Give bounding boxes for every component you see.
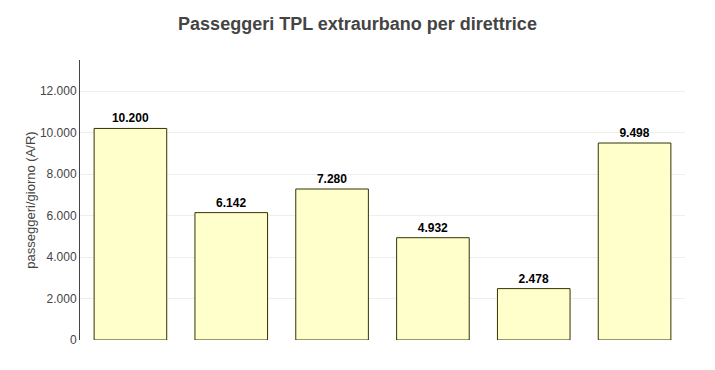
svg-text:9.498: 9.498 <box>619 126 649 140</box>
svg-text:10.000: 10.000 <box>40 126 77 140</box>
svg-text:0: 0 <box>70 333 77 347</box>
svg-text:4.000: 4.000 <box>47 250 77 264</box>
svg-text:2.000: 2.000 <box>47 292 77 306</box>
svg-text:10.200: 10.200 <box>112 111 149 125</box>
svg-text:6.142: 6.142 <box>216 196 246 210</box>
svg-text:Passeggeri TPL extraurbano per: Passeggeri TPL extraurbano per direttric… <box>178 14 537 34</box>
svg-text:7.280: 7.280 <box>317 172 347 186</box>
svg-text:passeggeri/giorno (A/R): passeggeri/giorno (A/R) <box>23 131 38 268</box>
svg-text:6.000: 6.000 <box>47 209 77 223</box>
svg-text:2.478: 2.478 <box>519 272 549 286</box>
svg-text:4.932: 4.932 <box>418 221 448 235</box>
svg-text:8.000: 8.000 <box>47 167 77 181</box>
svg-text:12.000: 12.000 <box>40 84 77 98</box>
